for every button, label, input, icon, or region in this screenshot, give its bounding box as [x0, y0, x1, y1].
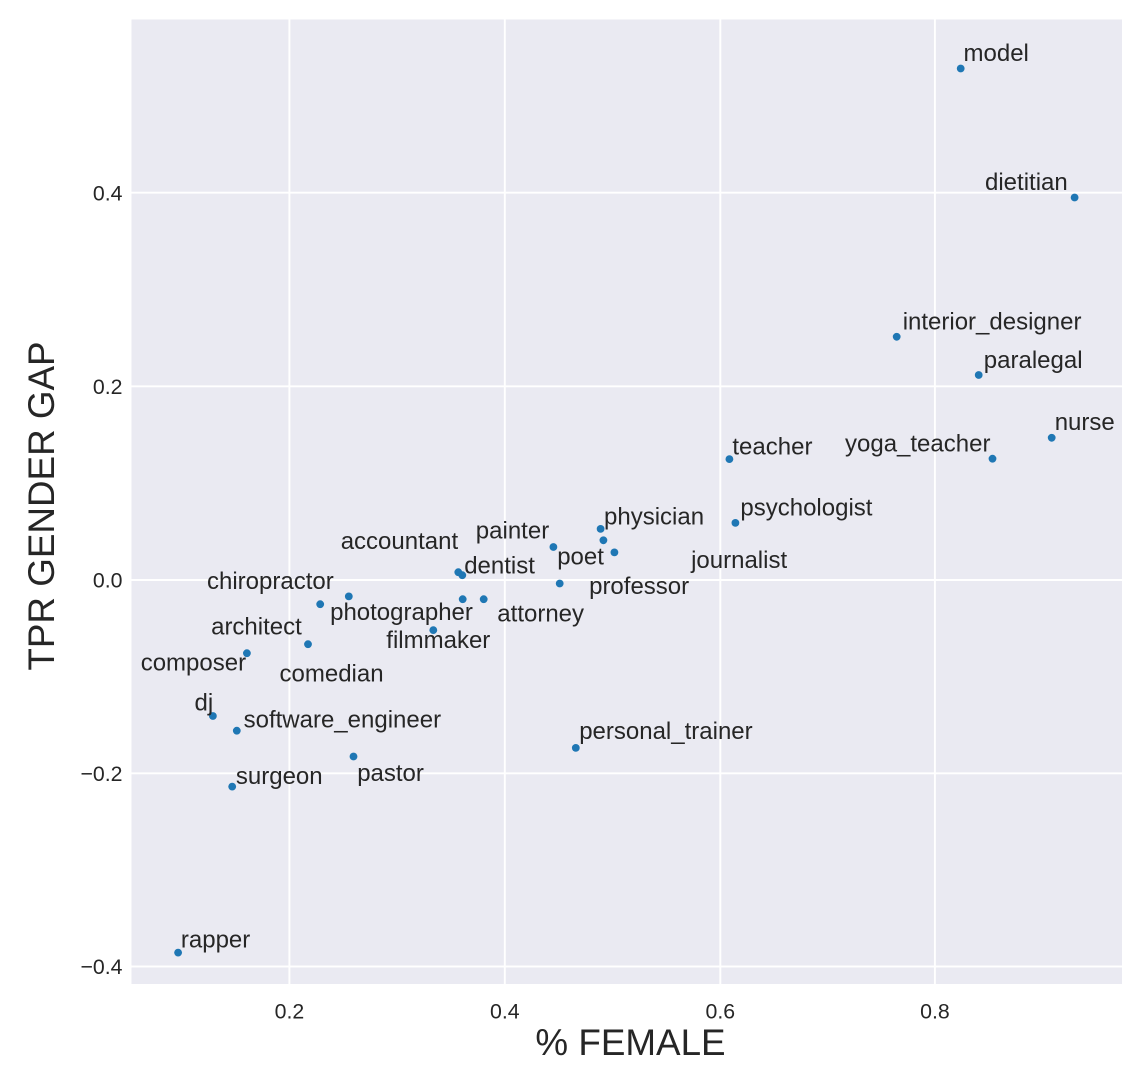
svg-text:0.4: 0.4: [93, 181, 123, 205]
svg-text:paralegal: paralegal: [984, 347, 1083, 374]
svg-text:software_engineer: software_engineer: [244, 706, 441, 733]
svg-text:teacher: teacher: [732, 433, 812, 460]
svg-text:poet: poet: [557, 543, 604, 570]
svg-text:architect: architect: [211, 614, 302, 641]
svg-text:accountant: accountant: [341, 528, 459, 555]
svg-text:0.0: 0.0: [93, 569, 123, 593]
svg-text:−0.4: −0.4: [80, 955, 122, 979]
svg-text:journalist: journalist: [690, 547, 787, 574]
svg-text:filmmaker: filmmaker: [386, 627, 490, 654]
svg-text:personal_trainer: personal_trainer: [579, 718, 752, 745]
svg-text:0.6: 0.6: [705, 999, 735, 1023]
svg-text:physician: physician: [604, 503, 704, 530]
svg-text:dietitian: dietitian: [985, 169, 1068, 196]
svg-text:nurse: nurse: [1055, 409, 1115, 436]
svg-text:rapper: rapper: [181, 927, 250, 954]
svg-text:0.2: 0.2: [93, 375, 123, 399]
svg-text:0.8: 0.8: [920, 999, 950, 1023]
svg-text:0.2: 0.2: [275, 999, 305, 1023]
svg-text:chiropractor: chiropractor: [207, 568, 334, 595]
svg-text:−0.2: −0.2: [80, 762, 122, 786]
svg-text:painter: painter: [476, 517, 549, 544]
svg-text:model: model: [964, 40, 1029, 67]
svg-text:dj: dj: [195, 690, 214, 717]
svg-text:comedian: comedian: [280, 660, 384, 687]
svg-text:photographer: photographer: [330, 599, 473, 626]
svg-text:psychologist: psychologist: [740, 494, 872, 521]
svg-text:0.4: 0.4: [490, 999, 520, 1023]
svg-text:professor: professor: [589, 573, 689, 600]
svg-text:interior_designer: interior_designer: [903, 309, 1082, 336]
svg-text:composer: composer: [141, 650, 246, 677]
svg-text:pastor: pastor: [357, 760, 424, 787]
svg-text:surgeon: surgeon: [236, 763, 323, 790]
svg-text:TPR GENDER GAP: TPR GENDER GAP: [21, 341, 62, 670]
svg-text:dentist: dentist: [464, 553, 535, 580]
svg-text:attorney: attorney: [497, 600, 584, 627]
svg-text:% FEMALE: % FEMALE: [535, 1022, 725, 1063]
svg-text:yoga_teacher: yoga_teacher: [845, 431, 990, 458]
